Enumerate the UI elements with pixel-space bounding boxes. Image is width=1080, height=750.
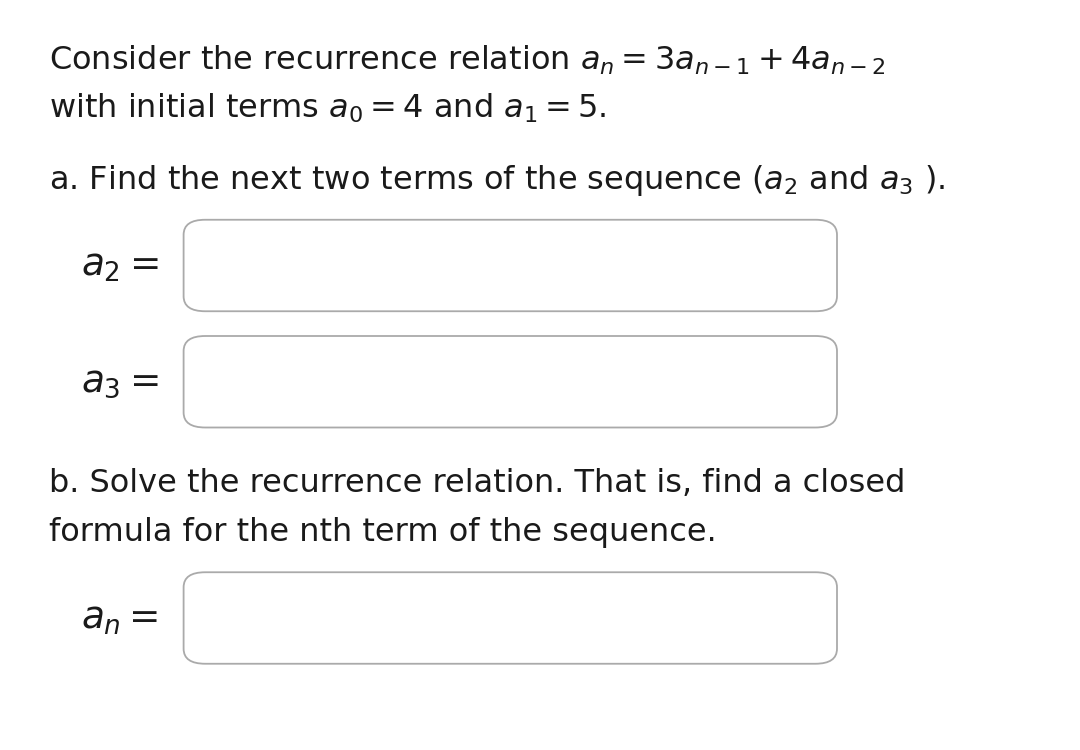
Text: formula for the nth term of the sequence.: formula for the nth term of the sequence… xyxy=(49,517,716,548)
Text: $a_n =$: $a_n =$ xyxy=(81,601,159,637)
FancyBboxPatch shape xyxy=(184,572,837,664)
Text: $a_2 =$: $a_2 =$ xyxy=(81,248,159,284)
Text: a. Find the next two terms of the sequence $(a_2$ and $a_3$ ).: a. Find the next two terms of the sequen… xyxy=(49,163,945,197)
FancyBboxPatch shape xyxy=(184,220,837,311)
Text: b. Solve the recurrence relation. That is, find a closed: b. Solve the recurrence relation. That i… xyxy=(49,468,905,500)
Text: $a_3 =$: $a_3 =$ xyxy=(81,364,159,400)
Text: Consider the recurrence relation $a_n = 3a_{n-1} + 4a_{n-2}$: Consider the recurrence relation $a_n = … xyxy=(49,44,886,76)
FancyBboxPatch shape xyxy=(184,336,837,427)
Text: with initial terms $a_0 = 4$ and $a_1 = 5.$: with initial terms $a_0 = 4$ and $a_1 = … xyxy=(49,92,606,125)
